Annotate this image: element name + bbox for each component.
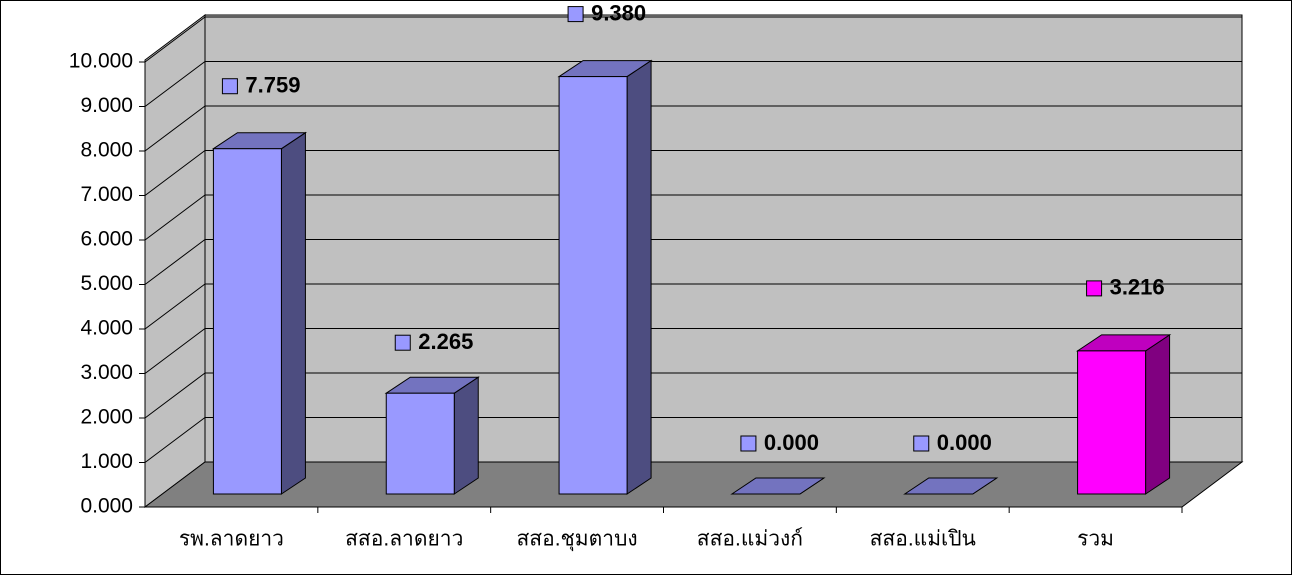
label-key xyxy=(740,435,757,452)
bar xyxy=(212,148,282,495)
bar-side xyxy=(626,59,652,495)
y-tick-label: 1.000 xyxy=(80,450,133,473)
side-wall xyxy=(144,14,206,508)
y-tick-label: 10.000 xyxy=(69,50,133,73)
grid-line xyxy=(144,16,206,63)
value-label: 0.000 xyxy=(937,430,992,455)
bar xyxy=(558,76,628,495)
label-key xyxy=(567,6,584,23)
value-label: 9.380 xyxy=(591,0,646,25)
value-label: 0.000 xyxy=(764,430,819,455)
bar xyxy=(385,392,455,495)
y-tick-label: 7.000 xyxy=(80,183,133,206)
x-tick-label: สสอ.แม่เปิน xyxy=(870,528,976,551)
grid-line xyxy=(144,194,206,241)
value-label: 3.216 xyxy=(1110,275,1165,300)
bar-side xyxy=(453,376,479,495)
x-tick-label: รวม xyxy=(1077,528,1114,551)
label-key xyxy=(221,78,238,95)
grid-line xyxy=(144,61,206,107)
bar-side xyxy=(1145,333,1171,495)
bar-top xyxy=(903,477,999,495)
x-tick-label: สสอ.ลาดยาว xyxy=(345,528,463,551)
value-label: 7.759 xyxy=(245,73,300,98)
grid-line xyxy=(144,328,206,374)
y-tick-label: 4.000 xyxy=(80,317,133,340)
x-tick-label: รพ.ลาดยาว xyxy=(179,528,284,551)
label-key xyxy=(913,435,930,452)
label-key xyxy=(394,334,411,351)
y-tick-label: 9.000 xyxy=(80,94,133,117)
bar xyxy=(1077,350,1147,495)
grid-line xyxy=(144,150,206,196)
grid-line xyxy=(144,283,206,330)
grid-line xyxy=(144,372,206,419)
bar-top xyxy=(730,477,826,495)
grid-line xyxy=(144,105,206,152)
y-tick-label: 0.000 xyxy=(80,495,133,518)
x-tick-label: สสอ.แม่วงก์ xyxy=(697,527,803,551)
grid-line xyxy=(144,417,206,463)
y-tick-label: 2.000 xyxy=(80,406,133,429)
y-tick-label: 5.000 xyxy=(80,272,133,295)
bar-side xyxy=(280,131,306,495)
y-tick-label: 3.000 xyxy=(80,361,133,384)
x-tick-label: สสอ.ชุมตาบง xyxy=(516,528,637,552)
value-label: 2.265 xyxy=(418,329,473,354)
y-tick-label: 6.000 xyxy=(80,228,133,251)
y-tick-label: 8.000 xyxy=(80,139,133,162)
label-key xyxy=(1086,280,1103,297)
grid-line xyxy=(144,239,206,285)
